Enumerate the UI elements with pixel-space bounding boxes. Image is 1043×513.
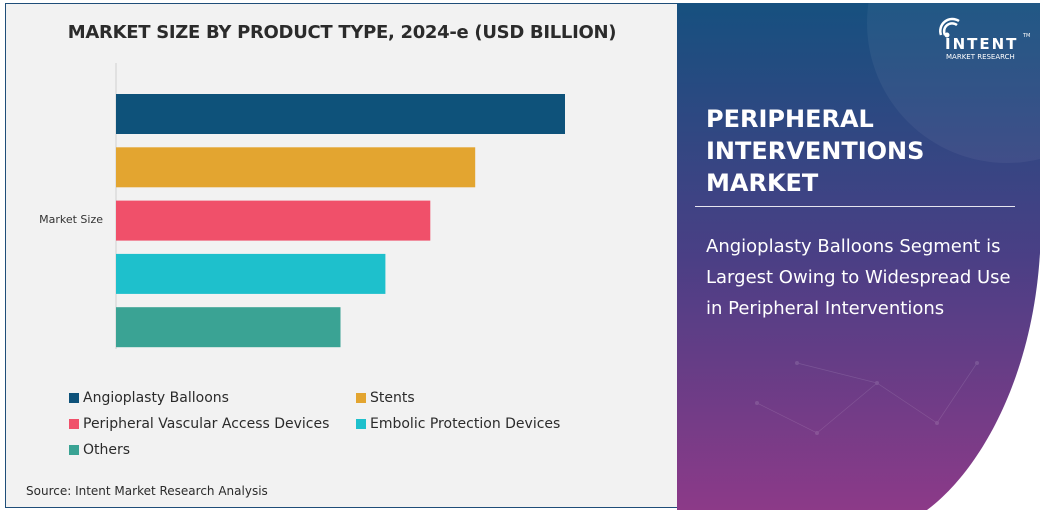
- bar-embolic-protection-devices: [116, 253, 386, 294]
- source-note: Source: Intent Market Research Analysis: [26, 484, 268, 498]
- logo-name: INTENT: [945, 35, 1019, 53]
- intent-logo: INTENT TM MARKET RESEARCH: [929, 13, 1031, 61]
- bar-chart: Market Size: [39, 63, 565, 349]
- legend-item: Angioplasty Balloons: [69, 390, 229, 406]
- signal-icon: [939, 17, 960, 38]
- legend-label: Peripheral Vascular Access Devices: [83, 416, 330, 432]
- legend-label: Embolic Protection Devices: [370, 416, 561, 432]
- legend-label: Angioplasty Balloons: [83, 390, 229, 406]
- legend-swatch: [69, 419, 79, 429]
- info-panel: INTENT TM MARKET RESEARCH PERIPHERAL INT…: [677, 3, 1040, 510]
- divider: [695, 206, 1015, 207]
- legend-swatch: [356, 393, 366, 403]
- legend-item: Peripheral Vascular Access Devices: [69, 416, 329, 432]
- world-map-decoration: [755, 361, 979, 435]
- bar-stents: [116, 147, 476, 188]
- market-subtitle: Angioplasty Balloons Segment is Largest …: [706, 236, 1011, 319]
- chart-panel: MARKET SIZE BY PRODUCT TYPE, 2024-e (USD…: [5, 3, 677, 508]
- panel-background: [677, 3, 1040, 510]
- chart-title: MARKET SIZE BY PRODUCT TYPE, 2024-e (USD…: [67, 22, 617, 43]
- legend-swatch: [69, 393, 79, 403]
- bar-others: [116, 307, 341, 348]
- market-title: PERIPHERAL INTERVENTIONS MARKET: [706, 105, 925, 197]
- legend-swatch: [356, 419, 366, 429]
- bar-angioplasty-balloons: [116, 94, 565, 134]
- logo-tm: TM: [1023, 33, 1031, 39]
- legend-swatch: [69, 445, 79, 455]
- category-label: Market Size: [39, 213, 103, 226]
- legend-item: Others: [69, 442, 130, 458]
- legend-label: Stents: [370, 390, 415, 406]
- logo-tagline: MARKET RESEARCH: [946, 53, 1015, 61]
- legend-item: Embolic Protection Devices: [356, 416, 560, 432]
- legend-item: Stents: [356, 390, 415, 406]
- legend-label: Others: [83, 442, 131, 458]
- bar-peripheral-vascular-access-devices: [116, 200, 431, 241]
